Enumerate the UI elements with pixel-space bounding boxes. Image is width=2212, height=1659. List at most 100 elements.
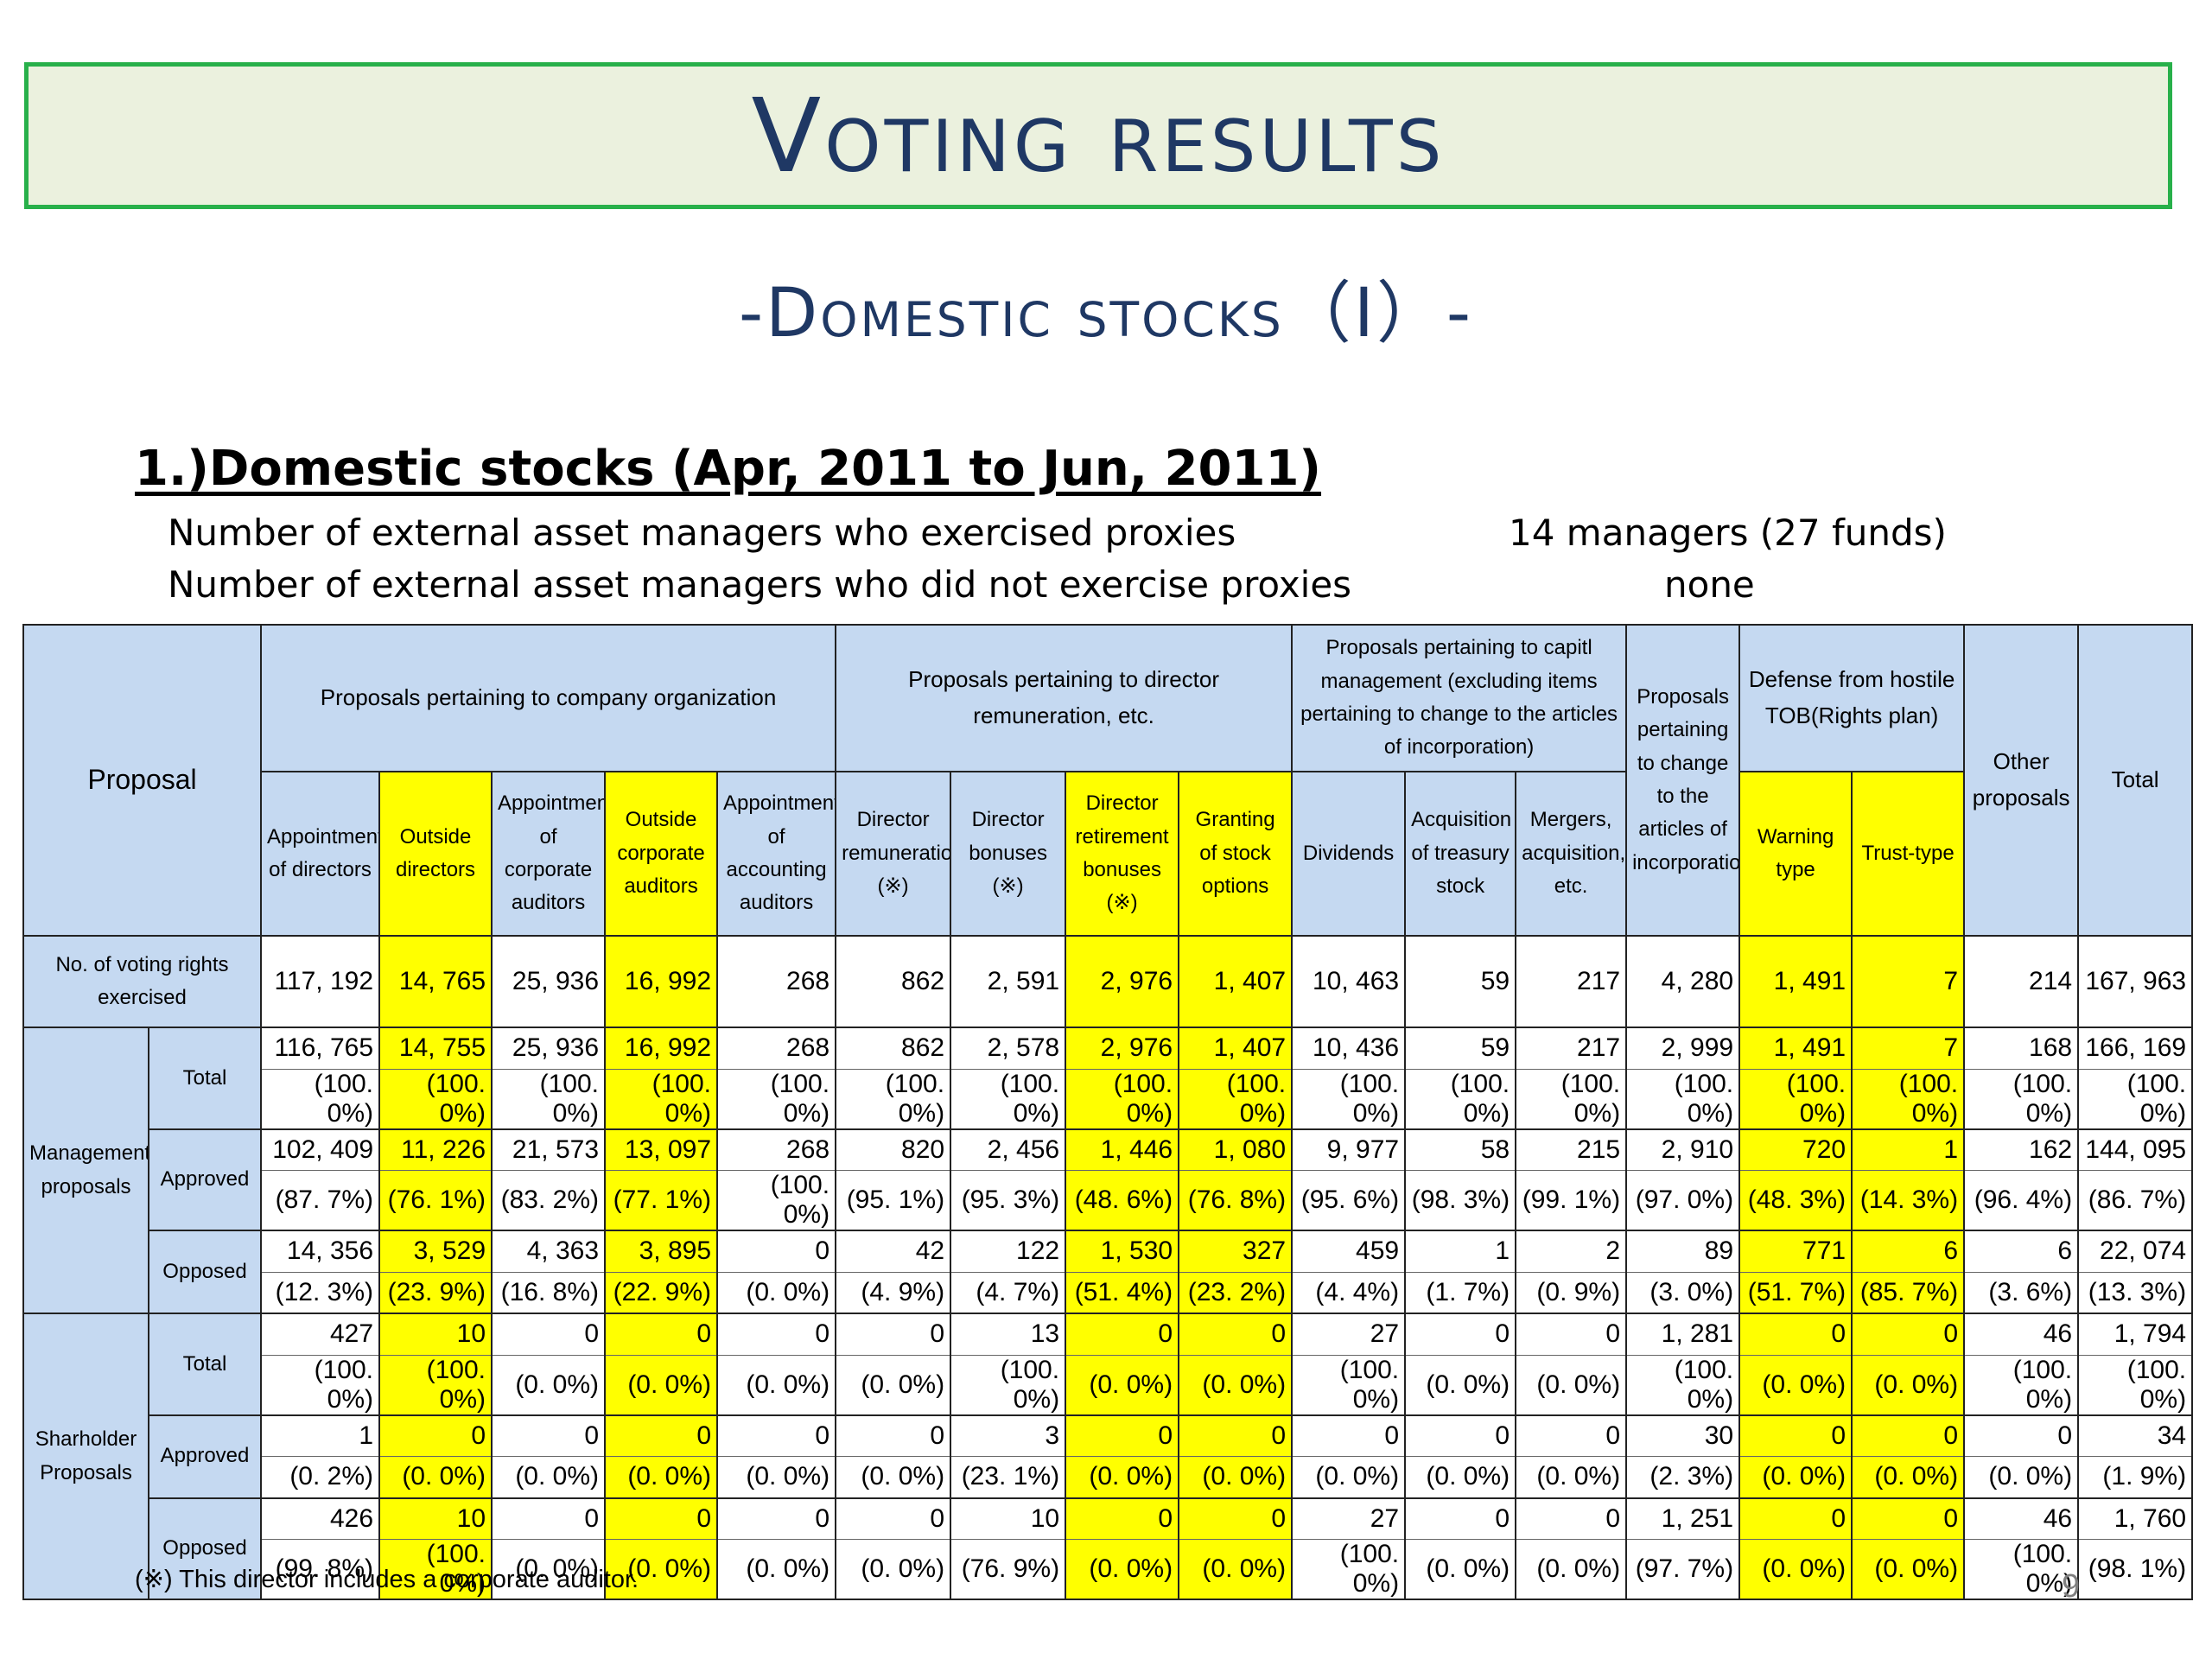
cell-percent: (0. 0%) [716,1354,837,1416]
cell-percent: (100. 0%) [491,1068,607,1130]
cell-percent: (0. 0%) [1404,1539,1517,1600]
cell-value: 168 [1963,1027,2080,1070]
cell-percent: (95. 3%) [950,1170,1067,1231]
cell-percent: (95. 1%) [835,1170,952,1231]
cell-value: 0 [1404,1414,1517,1457]
cell-value: 0 [1291,1414,1407,1457]
row-label: Opposed [147,1497,263,1600]
cell-value: 7 [1851,1027,1966,1070]
voting-rights-value: 862 [835,935,952,1028]
cell-value: 0 [1065,1497,1180,1540]
cell-percent: (0. 0%) [491,1539,607,1600]
cell-value: 3, 895 [604,1230,719,1273]
cell-percent: (100. 0%) [1625,1354,1741,1416]
table-row: Approved 1 0 0 0 0 0 3 0 0 0 0 0 30 0 0 0 34 [23,1414,2194,1499]
column-header-outside-corporate-auditors: Outside corporate auditors [604,771,719,937]
voting-rights-value: 268 [716,935,837,1028]
cell-value: 0 [835,1313,952,1356]
cell-value: 46 [1963,1313,2080,1356]
cell-value: 217 [1515,1027,1628,1070]
info-not-exercised-label: Number of external asset managers who di… [168,563,1352,606]
column-header-appointment-of-corporate-auditors: Appointment of corporate auditors [491,771,607,937]
cell-value: 2, 578 [950,1027,1067,1070]
cell-percent: (98. 3%) [1404,1170,1517,1231]
cell-percent: (0. 9%) [1515,1271,1628,1314]
cell-value: 0 [1738,1313,1853,1356]
table-row-percent: (12. 3%) (23. 9%) (16. 8%) (22. 9%) (0. 0%)(… [23,1271,2194,1314]
cell-percent: (0. 0%) [1515,1354,1628,1416]
cell-percent: (2. 3%) [1625,1456,1741,1499]
cell-percent: (3. 0%) [1625,1271,1741,1314]
row-label: Total [147,1027,263,1130]
cell-value: 0 [1515,1414,1628,1457]
table-row-percent: (99. 8%) (100. 0%) (0. 0%) (0. 0%) (0. 0%) (0… [23,1539,2194,1600]
cell-percent: (0. 0%) [1065,1539,1180,1600]
cell-value: 0 [1178,1313,1294,1356]
total-header: Total [2077,624,2194,937]
voting-rights-label: No. of voting rights exercised [22,935,263,1028]
cell-value: 27 [1291,1313,1407,1356]
voting-results-table: Proposal Proposals pertaining to company… [22,624,2194,1600]
section-label: Management proposals [22,1027,149,1314]
cell-value: 2, 999 [1625,1027,1741,1070]
cell-value: 327 [1178,1230,1294,1273]
cell-value: 820 [835,1128,952,1171]
cell-value: 0 [1851,1313,1966,1356]
cell-percent: (0. 0%) [1178,1456,1294,1499]
cell-value: 4, 363 [491,1230,607,1273]
cell-percent: (0. 0%) [1963,1456,2080,1499]
cell-value: 0 [1738,1414,1853,1457]
row-label: Approved [147,1414,263,1499]
voting-rights-value: 2, 591 [950,935,1067,1028]
group-remuneration-header: Proposals pertaining to director remuner… [835,624,1294,772]
cell-percent: (0. 0%) [604,1539,719,1600]
cell-value: 1, 281 [1625,1313,1741,1356]
page-number: 9 [2062,1568,2081,1605]
cell-value: 0 [491,1414,607,1457]
cell-value: 2 [1515,1230,1628,1273]
table-row: Management proposals Total 116, 765 14, 755… [22,1027,2194,1314]
cell-value: 268 [716,1027,837,1070]
cell-percent: (0. 0%) [1404,1354,1517,1416]
cell-percent: (23. 2%) [1178,1271,1294,1314]
voting-rights-value: 117, 192 [260,935,381,1028]
voting-rights-value: 217 [1515,935,1628,1028]
cell-percent: (97. 0%) [1625,1170,1741,1231]
section-heading: 1.)Domestic stocks (Apr, 2011 to Jun, 20… [135,441,1322,497]
cell-value: 13 [950,1313,1067,1356]
info-not-exercised-value: none [1664,563,1755,606]
cell-percent: (23. 1%) [950,1456,1067,1499]
table-row-percent: (100. 0%) (100. 0%) (0. 0%) (0. 0%) (0. 0%)(… [23,1354,2194,1416]
table-row-percent: (100. 0%) (100. 0%) (100. 0%) (100. 0%) (100… [23,1068,2194,1130]
page-subtitle: -Domestic stocks（Ⅰ）- [739,275,1473,353]
cell-value: 30 [1625,1414,1741,1457]
cell-percent: (0. 0%) [1851,1539,1966,1600]
cell-percent: (16. 8%) [491,1271,607,1314]
voting-rights-value: 25, 936 [491,935,607,1028]
cell-percent: (97. 7%) [1625,1539,1741,1600]
cell-percent: (96. 4%) [1963,1170,2080,1231]
cell-percent: (100. 0%) [1963,1354,2080,1416]
cell-percent: (100. 0%) [950,1068,1067,1130]
cell-value: 0 [491,1313,607,1356]
info-exercised-label: Number of external asset managers who ex… [168,512,1236,554]
cell-value: 122 [950,1230,1067,1273]
other-proposals-header: Other proposals [1963,624,2080,937]
cell-percent: (48. 3%) [1738,1170,1853,1231]
cell-percent: (100. 0%) [1065,1068,1180,1130]
articles-header: Proposals pertaining to change to the ar… [1625,624,1741,937]
voting-rights-value: 4, 280 [1625,935,1741,1028]
cell-value: 2, 910 [1625,1128,1741,1171]
cell-percent: (100. 0%) [1515,1068,1628,1130]
cell-value: 10 [378,1313,493,1356]
cell-percent: (0. 0%) [1738,1456,1853,1499]
voting-rights-value: 1, 491 [1738,935,1853,1028]
cell-value: 1, 491 [1738,1027,1853,1070]
cell-percent: (12. 3%) [260,1271,381,1314]
table-row-percent: (87. 7%) (76. 1%) (83. 2%) (77. 1%) (100. 0%… [23,1170,2194,1231]
cell-percent: (0. 0%) [716,1271,837,1314]
cell-percent: (100. 0%) [2077,1068,2194,1130]
cell-percent: (0. 0%) [835,1354,952,1416]
cell-percent: (1. 9%) [2077,1456,2194,1499]
cell-value: 14, 356 [260,1230,381,1273]
